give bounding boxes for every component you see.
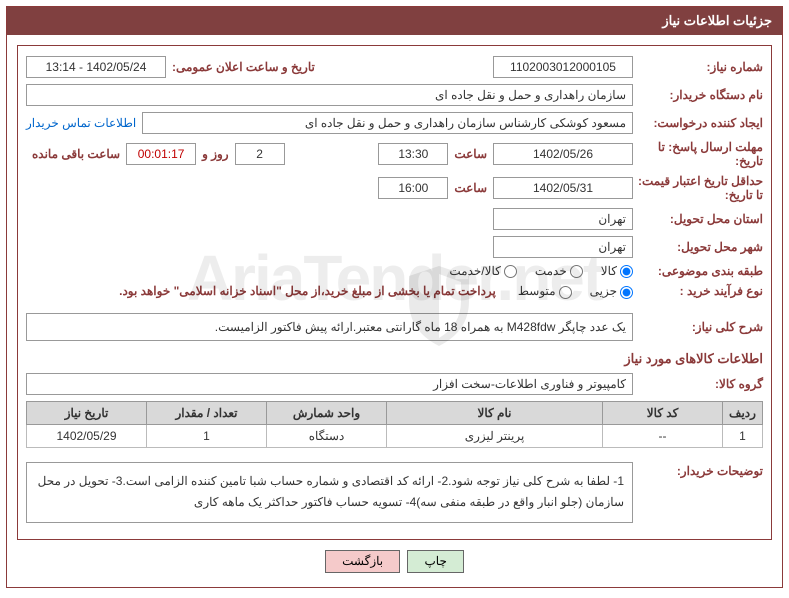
radio-goods-service-text: کالا/خدمت <box>449 264 500 278</box>
buyer-notes-label: توضیحات خریدار: <box>633 456 763 478</box>
validity-label: حداقل تاریخ اعتبار قیمت: تا تاریخ: <box>633 174 763 202</box>
radio-medium[interactable] <box>559 286 572 299</box>
table-header-row: ردیف کد کالا نام کالا واحد شمارش تعداد /… <box>27 401 763 424</box>
radio-goods-service-label[interactable]: کالا/خدمت <box>449 264 516 278</box>
classification-label: طبقه بندی موضوعی: <box>633 264 763 278</box>
payment-note: پرداخت تمام یا بخشی از مبلغ خرید،از محل … <box>119 284 496 298</box>
cell-name: پرینتر لیزری <box>387 424 603 447</box>
validity-time-label: ساعت <box>448 181 493 195</box>
goods-table: ردیف کد کالا نام کالا واحد شمارش تعداد /… <box>26 401 763 448</box>
radio-service-label[interactable]: خدمت <box>535 264 583 278</box>
radio-goods-service[interactable] <box>504 265 517 278</box>
requester-value: مسعود کوشکی کارشناس سازمان راهداری و حمل… <box>142 112 633 134</box>
th-date: تاریخ نیاز <box>27 401 147 424</box>
goods-group-value: کامپیوتر و فناوری اطلاعات-سخت افزار <box>26 373 633 395</box>
th-code: کد کالا <box>603 401 723 424</box>
deadline-date: 1402/05/26 <box>493 143 633 165</box>
radio-goods[interactable] <box>620 265 633 278</box>
radio-goods-text: کالا <box>601 264 617 278</box>
radio-service-text: خدمت <box>535 264 567 278</box>
th-unit: واحد شمارش <box>267 401 387 424</box>
announce-value: 1402/05/24 - 13:14 <box>26 56 166 78</box>
radio-medium-label[interactable]: متوسط <box>518 284 572 298</box>
radio-minor-label[interactable]: جزیی <box>590 284 633 298</box>
hours-remain-label: ساعت باقی مانده <box>26 147 126 161</box>
radio-medium-text: متوسط <box>518 284 556 298</box>
buyer-contact-link[interactable]: اطلاعات تماس خریدار <box>26 116 136 130</box>
radio-goods-label[interactable]: کالا <box>601 264 633 278</box>
buyer-org-value: سازمان راهداری و حمل و نقل جاده ای <box>26 84 633 106</box>
th-qty: تعداد / مقدار <box>147 401 267 424</box>
need-number-value: 1102003012000105 <box>493 56 633 78</box>
cell-code: -- <box>603 424 723 447</box>
province-label: استان محل تحویل: <box>633 212 763 226</box>
back-button[interactable]: بازگشت <box>325 550 400 573</box>
buyer-notes-value: 1- لطفا به شرح کلی نیاز توجه شود.2- ارائ… <box>26 462 633 523</box>
province-value: تهران <box>493 208 633 230</box>
cell-unit: دستگاه <box>267 424 387 447</box>
goods-group-label: گروه کالا: <box>633 377 763 391</box>
radio-minor[interactable] <box>620 286 633 299</box>
city-label: شهر محل تحویل: <box>633 240 763 254</box>
need-desc-value: یک عدد چاپگر M428fdw به همراه 18 ماه گار… <box>26 313 633 341</box>
details-panel: جزئیات اطلاعات نیاز شماره نیاز: 11020030… <box>6 6 783 588</box>
th-index: ردیف <box>723 401 763 424</box>
deadline-label: مهلت ارسال پاسخ: تا تاریخ: <box>633 140 763 168</box>
city-value: تهران <box>493 236 633 258</box>
goods-section-title: اطلاعات کالاهای مورد نیاز <box>26 351 763 367</box>
need-desc-label: شرح کلی نیاز: <box>633 320 763 334</box>
panel-title: جزئیات اطلاعات نیاز <box>7 7 782 35</box>
cell-index: 1 <box>723 424 763 447</box>
deadline-time-label: ساعت <box>448 147 493 161</box>
buyer-org-label: نام دستگاه خریدار: <box>633 88 763 102</box>
radio-service[interactable] <box>570 265 583 278</box>
days-and-label: روز و <box>196 147 235 161</box>
requester-label: ایجاد کننده درخواست: <box>633 116 763 130</box>
countdown-timer: 00:01:17 <box>126 143 196 165</box>
validity-time: 16:00 <box>378 177 448 199</box>
process-label: نوع فرآیند خرید : <box>633 284 763 298</box>
cell-date: 1402/05/29 <box>27 424 147 447</box>
table-row: 1 -- پرینتر لیزری دستگاه 1 1402/05/29 <box>27 424 763 447</box>
button-row: چاپ بازگشت <box>17 540 772 577</box>
cell-qty: 1 <box>147 424 267 447</box>
th-name: نام کالا <box>387 401 603 424</box>
print-button[interactable]: چاپ <box>407 550 463 573</box>
form-container: شماره نیاز: 1102003012000105 تاریخ و ساع… <box>17 45 772 540</box>
need-number-label: شماره نیاز: <box>633 60 763 74</box>
deadline-time: 13:30 <box>378 143 448 165</box>
radio-minor-text: جزیی <box>590 284 617 298</box>
announce-label: تاریخ و ساعت اعلان عمومی: <box>166 60 321 74</box>
days-remaining: 2 <box>235 143 285 165</box>
validity-date: 1402/05/31 <box>493 177 633 199</box>
